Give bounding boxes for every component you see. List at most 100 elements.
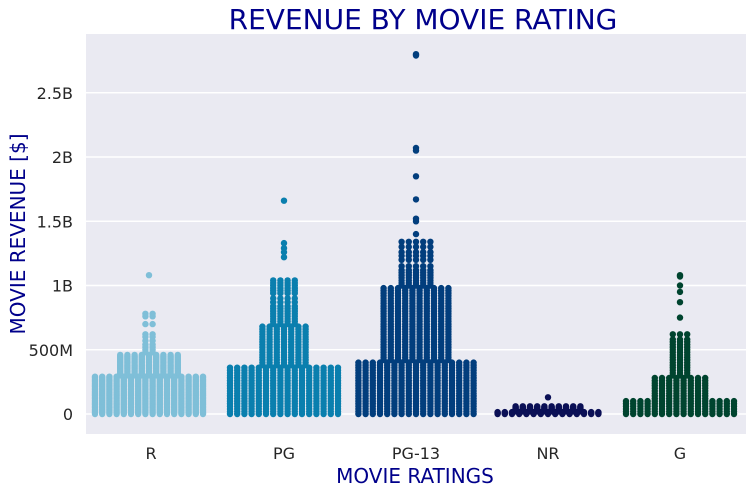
data-point	[405, 256, 412, 263]
x-tick-label: G	[674, 444, 686, 463]
data-point	[306, 410, 313, 418]
data-point	[127, 410, 135, 418]
data-point	[398, 243, 405, 251]
data-point	[280, 239, 288, 247]
data-point	[427, 410, 434, 418]
data-point	[270, 290, 277, 297]
data-point	[644, 410, 651, 418]
data-point	[163, 410, 171, 418]
data-point	[280, 197, 288, 204]
data-point	[566, 410, 573, 418]
data-point	[427, 256, 434, 263]
data-point	[508, 410, 516, 418]
data-point	[156, 410, 163, 418]
data-point	[405, 238, 412, 245]
chart-title: REVENUE BY MOVIE RATING	[229, 3, 618, 36]
y-tick-label: 2B	[52, 148, 73, 167]
data-point	[427, 243, 434, 251]
data-point	[376, 410, 384, 418]
data-point	[434, 410, 441, 418]
data-point	[420, 410, 427, 418]
data-point	[470, 410, 477, 418]
data-point	[280, 248, 288, 256]
data-point	[412, 238, 420, 245]
data-point	[262, 410, 270, 418]
y-tick-labels: 0 500M 1B 1.5B 2B 2.5B	[29, 84, 73, 424]
data-point	[412, 173, 420, 180]
data-point	[241, 410, 248, 418]
x-tick-label: R	[145, 444, 156, 463]
data-point	[171, 410, 178, 418]
data-point	[277, 410, 284, 418]
data-point	[676, 273, 684, 280]
data-point	[595, 410, 602, 418]
data-point	[684, 331, 691, 338]
data-point	[142, 320, 149, 328]
data-point	[384, 410, 391, 418]
data-point	[573, 410, 580, 418]
data-point	[405, 410, 412, 418]
data-point	[687, 410, 694, 418]
data-point	[149, 410, 156, 418]
data-point	[716, 410, 723, 418]
data-point	[637, 410, 644, 418]
data-point	[544, 410, 552, 418]
data-point	[412, 230, 420, 238]
data-point	[405, 243, 412, 251]
data-point	[412, 243, 420, 251]
y-tick-label: 500M	[29, 341, 73, 360]
data-point	[441, 410, 448, 418]
data-point	[676, 299, 684, 306]
y-tick-label: 0	[63, 405, 73, 424]
data-point	[135, 410, 142, 418]
data-point	[149, 320, 156, 328]
data-point	[552, 410, 559, 418]
data-point	[580, 410, 588, 418]
data-point	[334, 410, 342, 418]
data-point	[185, 410, 192, 418]
data-point	[456, 410, 463, 418]
data-point	[226, 410, 234, 418]
data-point	[113, 410, 120, 418]
data-point	[412, 410, 420, 418]
data-point	[192, 410, 199, 418]
data-point	[676, 288, 684, 296]
data-point	[588, 410, 595, 418]
x-tick-label: PG	[273, 444, 295, 463]
data-point	[284, 290, 291, 297]
data-point	[412, 52, 420, 59]
data-point	[234, 410, 241, 418]
data-point	[501, 410, 508, 418]
data-point	[355, 410, 362, 418]
data-point	[680, 410, 687, 418]
data-point	[709, 410, 716, 418]
data-point	[248, 410, 255, 418]
data-point	[398, 256, 405, 263]
y-tick-label: 1.5B	[37, 212, 73, 231]
data-point	[448, 410, 456, 418]
data-point	[298, 410, 306, 418]
data-point	[420, 256, 427, 263]
data-point	[730, 410, 738, 418]
data-points	[91, 51, 738, 418]
data-point	[673, 410, 680, 418]
data-point	[494, 410, 501, 418]
data-point	[327, 410, 334, 418]
data-point	[463, 410, 470, 418]
data-point	[99, 410, 106, 418]
data-point	[651, 410, 658, 418]
data-point	[702, 410, 709, 418]
x-tick-labels: R PG PG-13 NR G	[145, 444, 686, 463]
data-point	[694, 410, 702, 418]
data-point	[427, 238, 434, 245]
data-point	[412, 147, 420, 154]
y-tick-label: 1B	[52, 277, 73, 296]
data-point	[658, 410, 666, 418]
data-point	[676, 314, 684, 321]
data-point	[149, 313, 156, 320]
data-point	[676, 331, 684, 338]
data-point	[420, 238, 427, 245]
data-point	[106, 410, 113, 418]
data-point	[320, 410, 327, 418]
data-point	[178, 410, 185, 418]
